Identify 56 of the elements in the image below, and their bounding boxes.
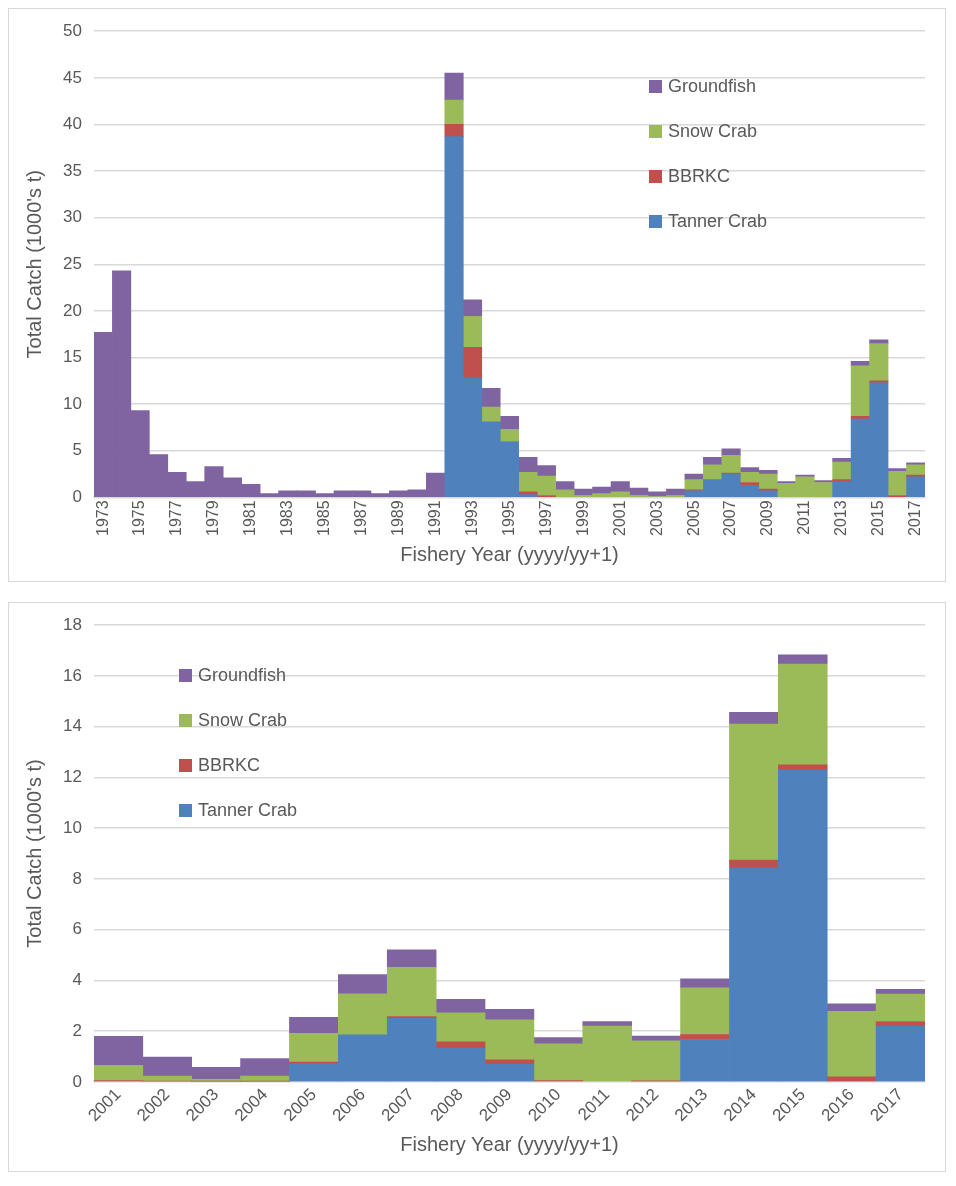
x-tick-label: 1991 xyxy=(425,500,443,536)
x-tick-label: 1989 xyxy=(389,500,407,536)
y-tick-label: 10 xyxy=(62,817,82,837)
y-tick-label: 2 xyxy=(72,1020,82,1040)
x-tick-label: 1983 xyxy=(278,500,296,536)
y-tick-label: 5 xyxy=(72,440,82,460)
y-tick-label: 35 xyxy=(62,160,82,180)
x-tick-label: 1973 xyxy=(93,500,111,536)
y-tick-label: 10 xyxy=(62,393,82,413)
y-tick-label: 12 xyxy=(62,767,82,787)
x-tick-label: 1987 xyxy=(352,500,370,536)
x-tick-label: 1977 xyxy=(167,500,185,536)
y-tick-label: 15 xyxy=(62,347,82,367)
y-tick-label: 14 xyxy=(62,716,82,736)
y-tick-label: 4 xyxy=(72,970,82,990)
y-tick-label: 0 xyxy=(72,1071,82,1091)
x-tick-label: 1985 xyxy=(315,500,333,536)
x-tick-label: 1979 xyxy=(204,500,222,536)
x-tick-label: 1997 xyxy=(536,500,554,536)
x-tick-label: 1995 xyxy=(499,500,517,536)
x-tick-label: 2017 xyxy=(906,500,924,536)
y-tick-label: 8 xyxy=(72,868,82,888)
y-tick-label: 50 xyxy=(62,20,82,40)
x-tick-label: 2015 xyxy=(869,500,887,536)
y-tick-label: 45 xyxy=(62,67,82,87)
y-tick-label: 16 xyxy=(62,665,82,685)
x-axis-title: Fishery Year (yyyy/yy+1) xyxy=(400,1132,619,1155)
x-axis-title: Fishery Year (yyyy/yy+1) xyxy=(400,542,619,565)
legend-label: Groundfish xyxy=(198,665,287,686)
x-tick-label: 1981 xyxy=(241,500,259,536)
legend-label: Snow Crab xyxy=(198,710,288,731)
legend-label: BBRKC xyxy=(198,755,261,776)
legend-label: Snow Crab xyxy=(668,121,758,142)
x-tick-label: 2007 xyxy=(721,500,739,536)
y-tick-label: 6 xyxy=(72,919,82,939)
x-tick-label: 2013 xyxy=(832,500,850,536)
y-axis-title: Total Catch (1000's t) xyxy=(22,170,45,359)
legend-label: Tanner Crab xyxy=(198,800,298,821)
x-tick-label: 2003 xyxy=(647,500,665,536)
y-tick-label: 0 xyxy=(72,487,82,507)
legend-label: Tanner Crab xyxy=(668,211,768,232)
x-tick-label: 1993 xyxy=(462,500,480,536)
legend-label: Groundfish xyxy=(668,76,757,97)
x-tick-label: 2001 xyxy=(610,500,628,536)
y-tick-label: 20 xyxy=(62,300,82,320)
x-tick-label: 1975 xyxy=(130,500,148,536)
x-tick-label: 2005 xyxy=(684,500,702,536)
y-axis-title: Total Catch (1000's t) xyxy=(22,759,45,948)
y-tick-label: 40 xyxy=(62,114,82,134)
legend-label: BBRKC xyxy=(668,166,731,187)
x-tick-label: 1999 xyxy=(573,500,591,536)
x-tick-label: 2011 xyxy=(795,500,813,535)
y-tick-label: 18 xyxy=(62,614,82,634)
y-tick-label: 30 xyxy=(62,207,82,227)
y-tick-label: 25 xyxy=(62,253,82,273)
x-tick-label: 2009 xyxy=(758,500,776,536)
